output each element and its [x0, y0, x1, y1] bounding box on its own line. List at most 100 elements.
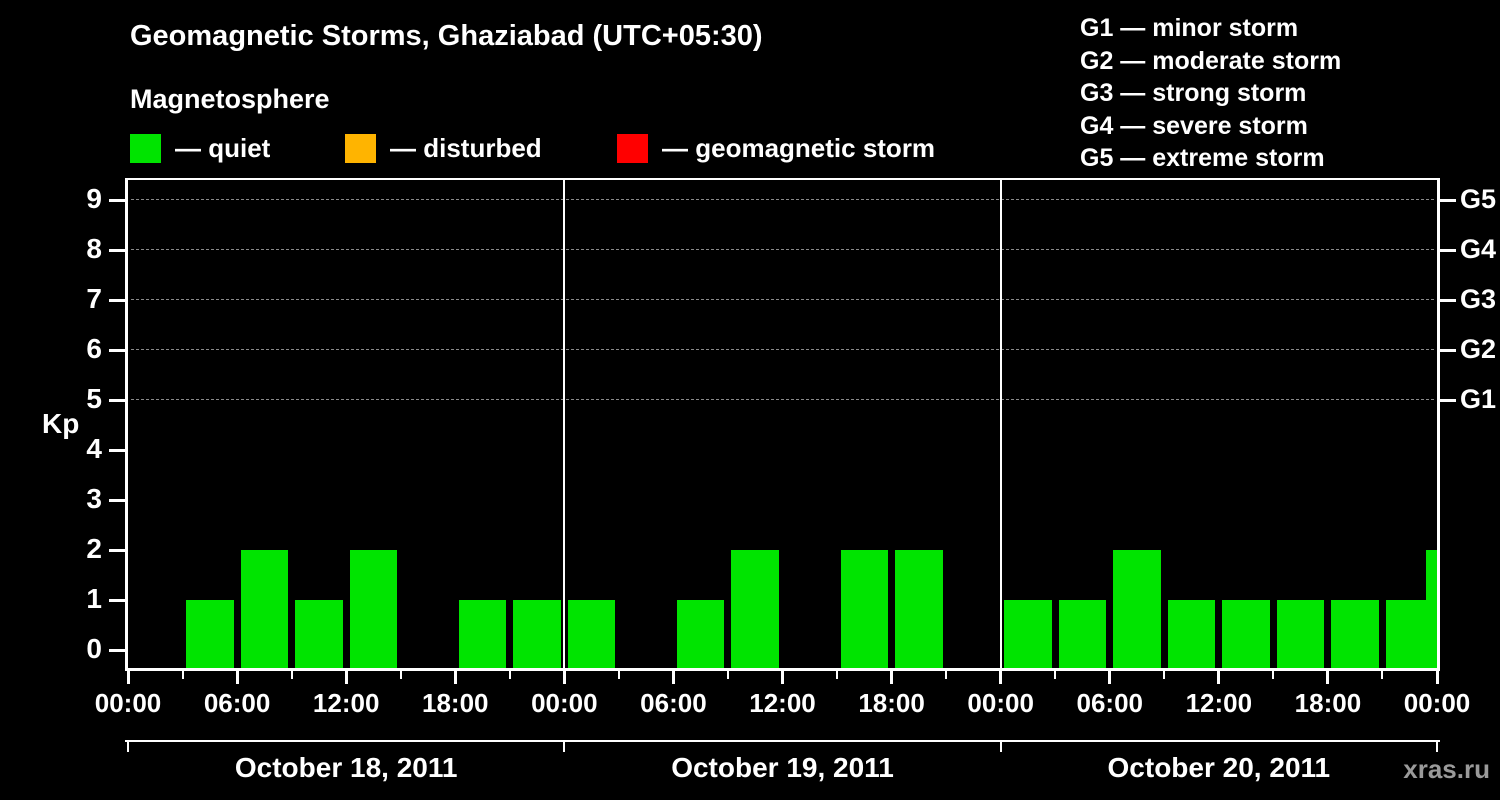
y-axis-tick	[109, 198, 125, 202]
kp-bar	[1167, 600, 1216, 668]
plot-axis-right	[1437, 178, 1440, 671]
gridline-g2	[131, 349, 1434, 350]
x-axis-tick-label: 06:00	[640, 688, 707, 718]
kp-bar	[186, 600, 234, 668]
kp-bar	[1276, 600, 1325, 668]
x-axis-tick	[1108, 671, 1112, 684]
g-axis-tick	[1440, 348, 1456, 352]
date-label: October 19, 2011	[671, 752, 894, 783]
y-axis-tick	[109, 298, 125, 302]
x-axis-tick-label: 18:00	[422, 688, 489, 718]
legend-item-quiet: — quiet	[130, 133, 270, 164]
day-separator-line	[999, 180, 1002, 668]
g-axis-label: G3	[1460, 284, 1497, 314]
x-axis-tick-label: 00:00	[94, 688, 162, 718]
x-axis-tick	[1326, 671, 1330, 684]
kp-bar	[840, 550, 889, 668]
y-axis-tick-label: 3	[86, 483, 102, 514]
x-axis-minor-tick	[399, 671, 402, 679]
g-legend-line: G1 — minor storm	[1080, 14, 1299, 42]
x-axis-tick-label: 00:00	[531, 688, 598, 718]
g-axis-label: G2	[1460, 334, 1497, 364]
x-axis-tick-label: 06:00	[203, 688, 271, 718]
g-axis-tick	[1440, 248, 1456, 252]
date-axis-tick	[999, 740, 1002, 752]
g-axis-label: G5	[1460, 184, 1497, 214]
x-axis-tick-label: 12:00	[1185, 688, 1253, 718]
x-axis-tick-label: 18:00	[858, 688, 925, 718]
g-axis-tick	[1440, 398, 1456, 402]
plot-axis-bottom	[125, 668, 1440, 671]
y-axis-tick-label: 5	[86, 383, 102, 414]
x-axis-tick	[671, 671, 675, 684]
x-axis-minor-tick	[290, 671, 293, 679]
g-legend-line: G2 — moderate storm	[1080, 46, 1342, 75]
y-axis-tick-label: 8	[86, 233, 102, 264]
y-axis-title: Kp	[42, 408, 80, 439]
x-axis-minor-tick	[726, 671, 729, 679]
kp-bar	[676, 600, 725, 668]
y-axis-tick	[109, 498, 125, 502]
y-axis-tick-label: 2	[86, 533, 102, 564]
x-axis-tick	[126, 671, 130, 684]
legend-item-storm: — geomagnetic storm	[617, 133, 935, 164]
storm-color-swatch	[617, 134, 648, 163]
x-axis-tick	[1435, 671, 1439, 684]
y-axis-tick-label: 1	[86, 583, 102, 614]
xras-watermark: xras.ru	[1403, 754, 1490, 784]
date-axis-line	[125, 740, 1440, 742]
disturbed-color-swatch	[345, 134, 376, 163]
gridline-g5	[131, 199, 1434, 200]
day-separator-line	[563, 180, 566, 668]
x-axis-minor-tick	[1272, 671, 1275, 679]
kp-bar	[1058, 600, 1107, 668]
x-axis-tick	[453, 671, 457, 684]
kp-bar	[240, 550, 289, 668]
kp-bar	[895, 550, 943, 668]
kp-bar	[1004, 600, 1052, 668]
y-axis-tick-label: 4	[86, 433, 102, 464]
y-axis-tick	[109, 448, 125, 452]
legend-item-disturbed: — disturbed	[345, 133, 542, 164]
y-axis-tick	[109, 348, 125, 352]
g-legend-line: G4 — severe storm	[1080, 111, 1308, 140]
date-label: October 18, 2011	[234, 752, 458, 783]
x-axis-tick-label: 00:00	[967, 688, 1034, 718]
x-axis-tick-label: 18:00	[1294, 688, 1362, 718]
kp-bar	[1331, 600, 1379, 668]
x-axis-tick	[781, 671, 784, 684]
kp-bar-clipped	[1426, 550, 1437, 668]
kp-bar	[295, 600, 343, 668]
kp-bar	[1385, 600, 1434, 668]
x-axis-minor-tick	[1381, 671, 1384, 679]
x-axis-tick	[890, 671, 894, 684]
x-axis-minor-tick	[1054, 671, 1057, 679]
x-axis-tick	[344, 671, 348, 684]
kp-bar	[567, 600, 616, 668]
g-axis-tick	[1440, 298, 1456, 302]
x-axis-tick-label: 12:00	[312, 688, 380, 718]
y-axis-tick-label: 7	[86, 283, 102, 314]
date-axis-tick	[563, 740, 566, 752]
x-axis-tick	[999, 671, 1003, 684]
y-axis-tick	[109, 598, 125, 602]
kp-bar	[349, 550, 398, 668]
gridline-g4	[131, 249, 1434, 250]
quiet-color-swatch	[130, 134, 161, 163]
x-axis-minor-tick	[617, 671, 620, 679]
x-axis-tick-label: 12:00	[749, 688, 816, 718]
g-axis-tick	[1440, 198, 1456, 202]
date-axis-tick	[1436, 740, 1438, 752]
y-axis-tick-label: 6	[86, 333, 102, 364]
plot-axis-left	[125, 178, 128, 671]
g-legend-line: G5 — extreme storm	[1080, 144, 1325, 172]
g-axis-label: G4	[1460, 234, 1497, 264]
x-axis-tick	[562, 671, 566, 684]
g-legend-line: G3 — strong storm	[1080, 79, 1307, 107]
chart-title: Geomagnetic Storms, Ghaziabad (UTC+05:30…	[130, 20, 763, 52]
date-label: October 20, 2011	[1107, 752, 1331, 783]
magnetosphere-legend-heading: Magnetosphere	[130, 84, 330, 114]
y-axis-tick-label: 0	[86, 633, 102, 664]
kp-bar	[1113, 550, 1161, 668]
